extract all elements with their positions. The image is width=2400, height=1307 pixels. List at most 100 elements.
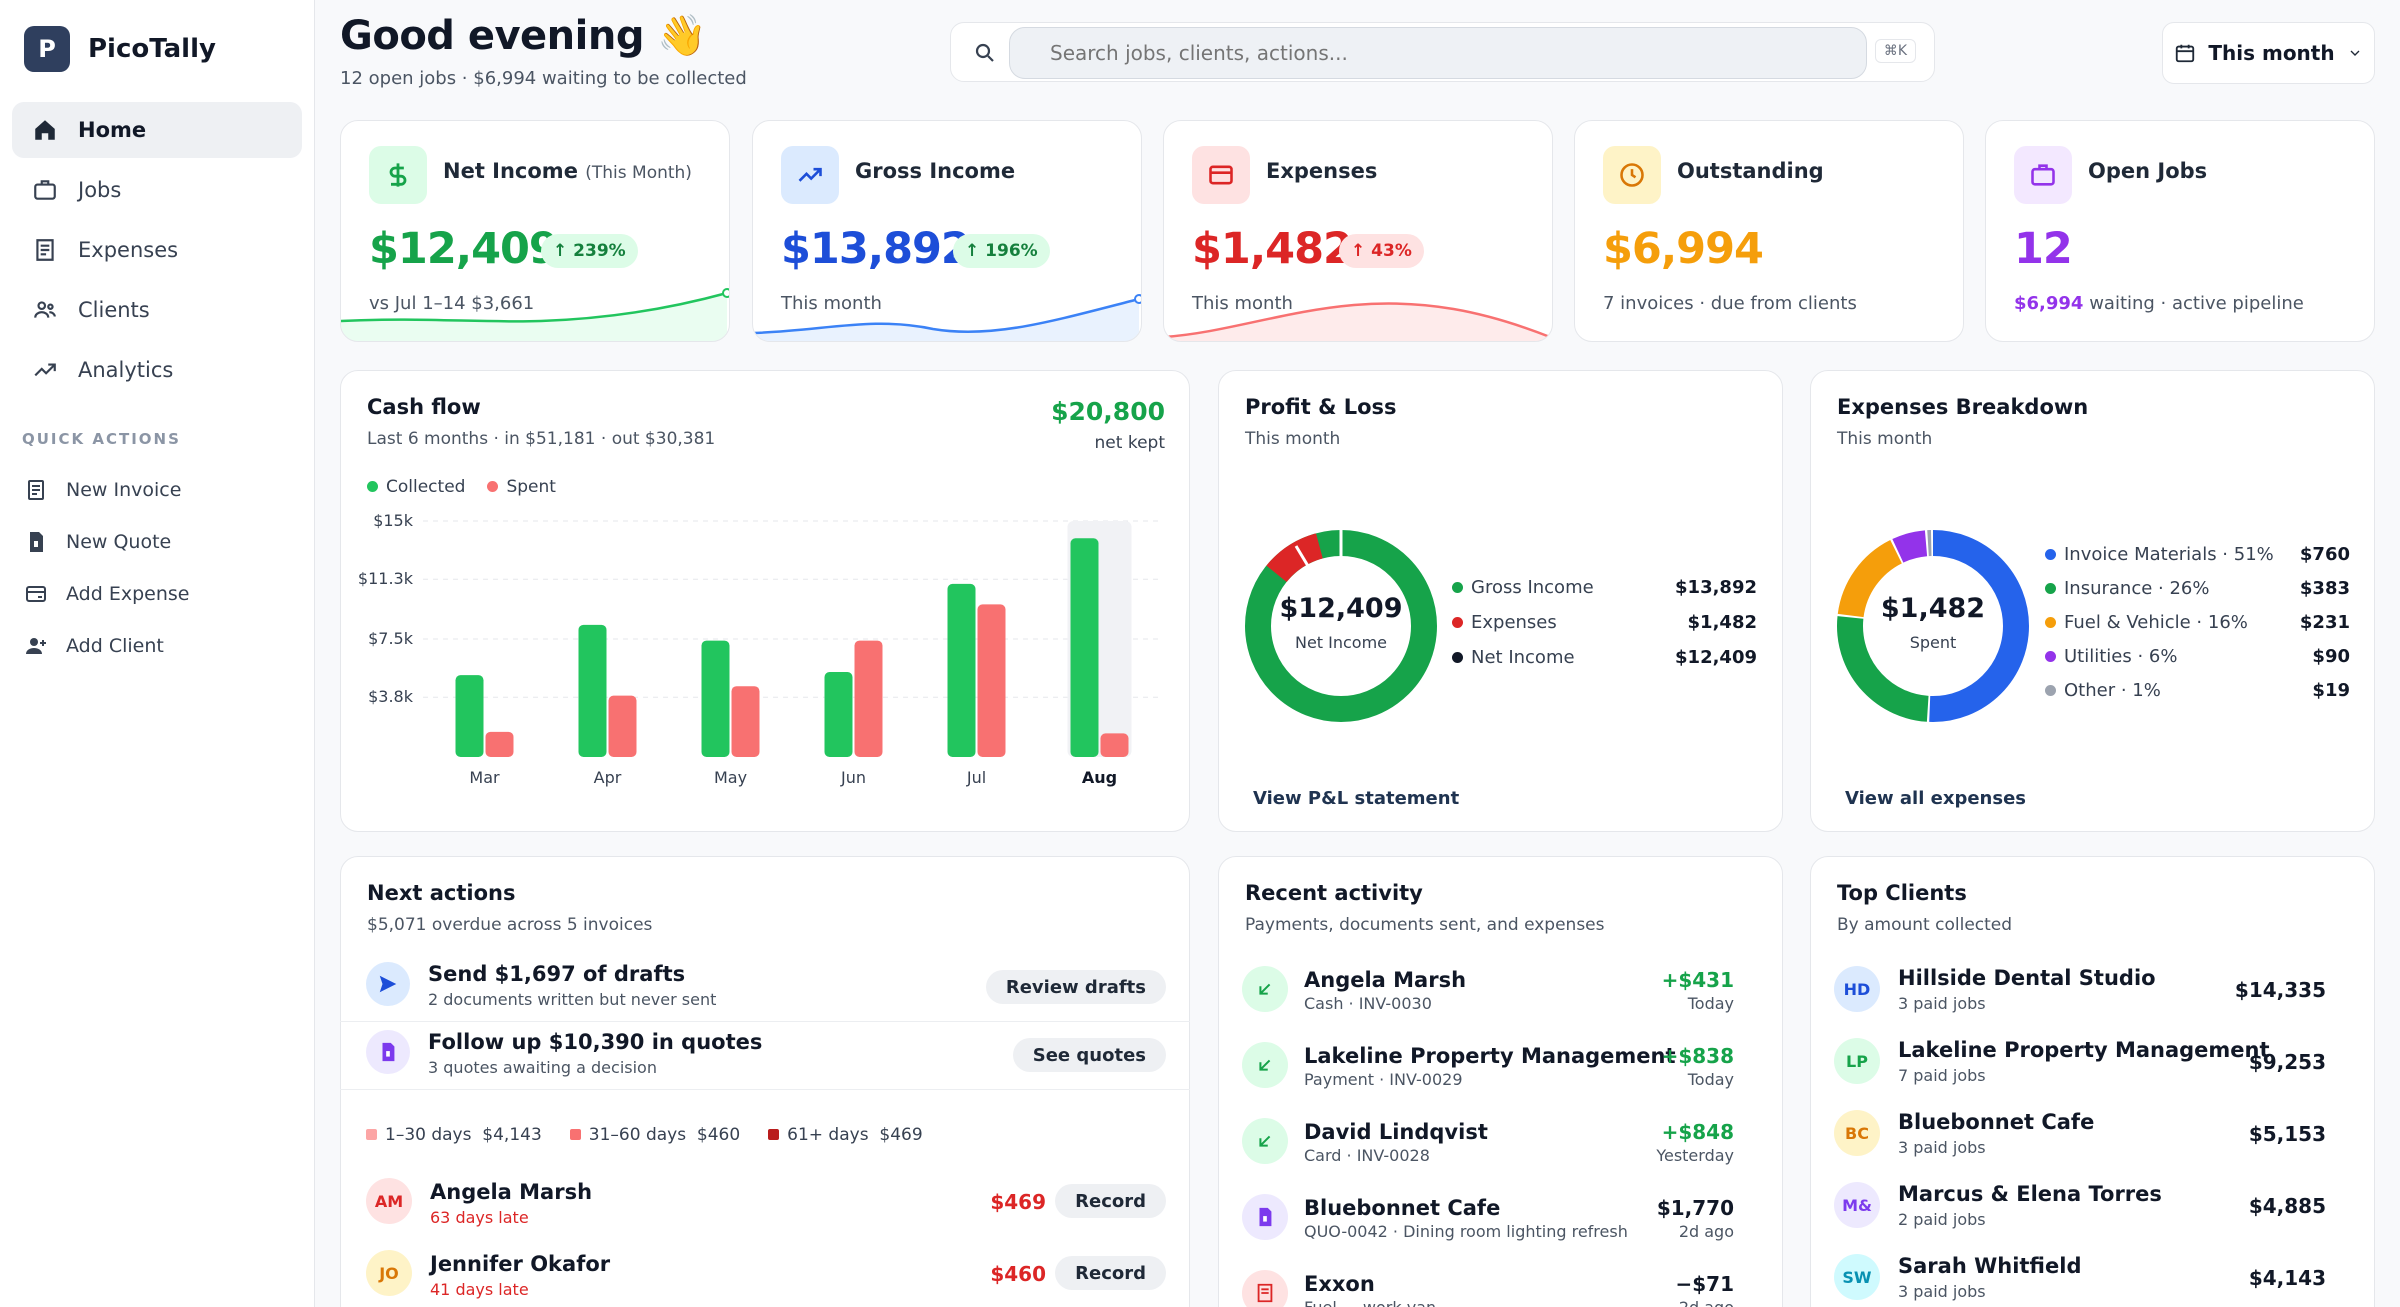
client-row[interactable]: HD Hillside Dental Studio 3 paid jobs $1… [1810,962,2350,1034]
avatar: LP [1834,1038,1880,1084]
y-tick-label: $3.8k [368,687,414,706]
kpi-value: $13,892 [781,224,971,274]
activity-row[interactable]: Lakeline Property Management Payment · I… [1218,1038,1758,1108]
client-amount: $4,143 [2248,1266,2326,1290]
invoice-icon [28,480,44,500]
client-row[interactable]: M& Marcus & Elena Torres 2 paid jobs $4,… [1810,1178,2350,1250]
review-drafts-button[interactable]: Review drafts [985,970,1166,1004]
y-tick-label: $7.5k [368,629,414,648]
aging-legend: 1–30 days $4,143 31–60 days $460 61+ day… [366,1125,923,1145]
action-sub: 2 documents written but never sent [428,990,717,1009]
clock-icon [1603,146,1661,204]
calendar-icon [2176,44,2195,63]
y-tick-label: $11.3k [358,569,414,588]
sidebar-item-jobs[interactable]: Jobs [12,162,302,218]
search-input[interactable] [1009,27,1867,79]
action-title: Follow up $10,390 in quotes [428,1030,763,1054]
card-subtitle: This month [1837,429,1933,449]
see-quotes-button[interactable]: See quotes [1012,1038,1166,1072]
bar-spent [854,640,883,757]
activity-name: Angela Marsh [1304,968,1467,992]
card-subtitle: By amount collected [1837,915,2013,935]
client-row[interactable]: BC Bluebonnet Cafe 3 paid jobs $5,153 [1810,1106,2350,1178]
activity-row[interactable]: Angela Marsh Cash · INV-0030 +$431 Today [1218,962,1758,1032]
expenses-donut [1837,530,2029,722]
view-expenses-link[interactable]: View all expenses [1845,788,2027,809]
kpi-title: Open Jobs [2088,159,2208,183]
receipt-icon [36,239,54,261]
bar-spent [485,731,514,757]
activity-row[interactable]: David Lindqvist Card · INV-0028 +$848 Ye… [1218,1114,1758,1184]
period-select[interactable]: This month [2162,22,2375,84]
quick-action-label: New Quote [66,531,172,553]
brand[interactable]: P PicoTally [24,26,216,72]
x-tick-label: Jun [840,768,866,787]
client-sub: 2 paid jobs [1898,1210,1986,1229]
action-send-drafts: Send $1,697 of drafts 2 documents writte… [340,956,1190,1022]
search-bar: ⌘K [950,22,1935,82]
card-subtitle: Payments, documents sent, and expenses [1245,915,1605,935]
aging-bucket: 1–30 days $4,143 [366,1125,542,1145]
card-subtitle: $5,071 overdue across 5 invoices [367,915,653,935]
search-icon[interactable] [973,41,997,65]
record-payment-button[interactable]: Record [1055,1256,1166,1290]
kpi-badge: ↑ 239% [541,234,638,268]
client-name: Bluebonnet Cafe [1898,1110,2095,1134]
x-tick-label: Mar [469,768,500,787]
sidebar-item-home[interactable]: Home [12,102,302,158]
client-sub: 3 paid jobs [1898,1282,1986,1301]
bar-collected [578,624,607,757]
quick-add-client[interactable]: Add Client [24,620,304,672]
arrow-in-icon [1242,1118,1288,1164]
sidebar-item-analytics[interactable]: Analytics [12,342,302,398]
dollar-icon [369,146,427,204]
overdue-row: JO Jennifer Okafor 41 days late $460 Rec… [340,1244,1190,1307]
quote-icon [1242,1194,1288,1240]
quick-add-expense[interactable]: Add Expense [24,568,304,620]
quick-action-label: New Invoice [66,479,182,501]
kpi-gross-income[interactable]: Gross Income $13,892 ↑ 196% This month [752,120,1142,342]
kpi-title: Outstanding [1677,159,1824,183]
eb-row: Utilities · 6% $90 [2045,646,2350,667]
kpi-net-income[interactable]: Net Income (This Month) $12,409 ↑ 239% v… [340,120,730,342]
activity-sub: Card · INV-0028 [1304,1146,1430,1165]
record-payment-button[interactable]: Record [1055,1184,1166,1218]
avatar: JO [366,1250,412,1296]
client-sub: 3 paid jobs [1898,994,1986,1013]
pl-row-net: Net Income $12,409 [1452,647,1757,668]
activity-amount: +$838 [1661,1044,1734,1068]
kpi-expenses[interactable]: Expenses $1,482 ↑ 43% This month [1163,120,1553,342]
activity-when: Today [1687,1070,1734,1089]
client-amount: $14,335 [2234,978,2326,1002]
client-row[interactable]: LP Lakeline Property Management 7 paid j… [1810,1034,2350,1106]
page-title: Good evening 👋 [340,13,707,59]
pl-center-label: Net Income [1294,633,1388,652]
client-row[interactable]: SW Sarah Whitfield 3 paid jobs $4,143 [1810,1250,2350,1307]
donut-slice [1837,530,2029,722]
quick-new-quote[interactable]: New Quote [24,516,304,568]
activity-row[interactable]: Exxon Fuel — work van −$71 2d ago [1218,1266,1758,1307]
cashflow-card: Cash flow Last 6 months · in $51,181 · o… [340,370,1190,832]
activity-sub: QUO-0042 · Dining room lighting refresh [1304,1222,1628,1241]
kpi-outstanding[interactable]: Outstanding $6,994 7 invoices · due from… [1574,120,1964,342]
page-subtitle: 12 open jobs · $6,994 waiting to be coll… [340,68,747,89]
action-follow-up-quotes: Follow up $10,390 in quotes 3 quotes awa… [340,1024,1190,1090]
action-sub: 3 quotes awaiting a decision [428,1058,657,1077]
card-title: Profit & Loss [1245,395,1397,419]
card-title: Next actions [367,881,516,905]
activity-amount: $1,770 [1656,1196,1734,1220]
overdue-name: Angela Marsh [430,1180,593,1204]
view-pl-link[interactable]: View P&L statement [1253,788,1460,809]
sidebar-item-expenses[interactable]: Expenses [12,222,302,278]
avatar: SW [1834,1254,1880,1300]
briefcase-icon [34,180,56,200]
eb-row: Insurance · 26% $383 [2045,578,2350,599]
bar-collected [947,583,976,757]
quick-new-invoice[interactable]: New Invoice [24,464,304,516]
kpi-open-jobs[interactable]: Open Jobs 12 $6,994 waiting · active pip… [1985,120,2375,342]
activity-row[interactable]: Bluebonnet Cafe QUO-0042 · Dining room l… [1218,1190,1758,1260]
client-name: Marcus & Elena Torres [1898,1182,2162,1206]
sidebar-item-clients[interactable]: Clients [12,282,302,338]
x-tick-label: May [714,768,747,787]
kpi-sub: $6,994 waiting · active pipeline [2014,293,2304,314]
